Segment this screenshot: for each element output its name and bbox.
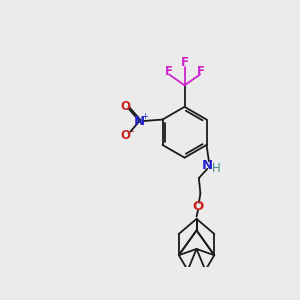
Text: F: F <box>164 65 172 78</box>
Text: H: H <box>212 162 221 175</box>
Text: F: F <box>197 65 205 78</box>
Text: N: N <box>202 159 213 172</box>
Text: O: O <box>193 200 204 213</box>
Text: F: F <box>181 56 189 69</box>
Text: O: O <box>121 100 130 113</box>
Text: +: + <box>141 112 148 121</box>
Text: -: - <box>131 126 134 136</box>
Text: O: O <box>121 129 130 142</box>
Text: N: N <box>134 115 145 128</box>
